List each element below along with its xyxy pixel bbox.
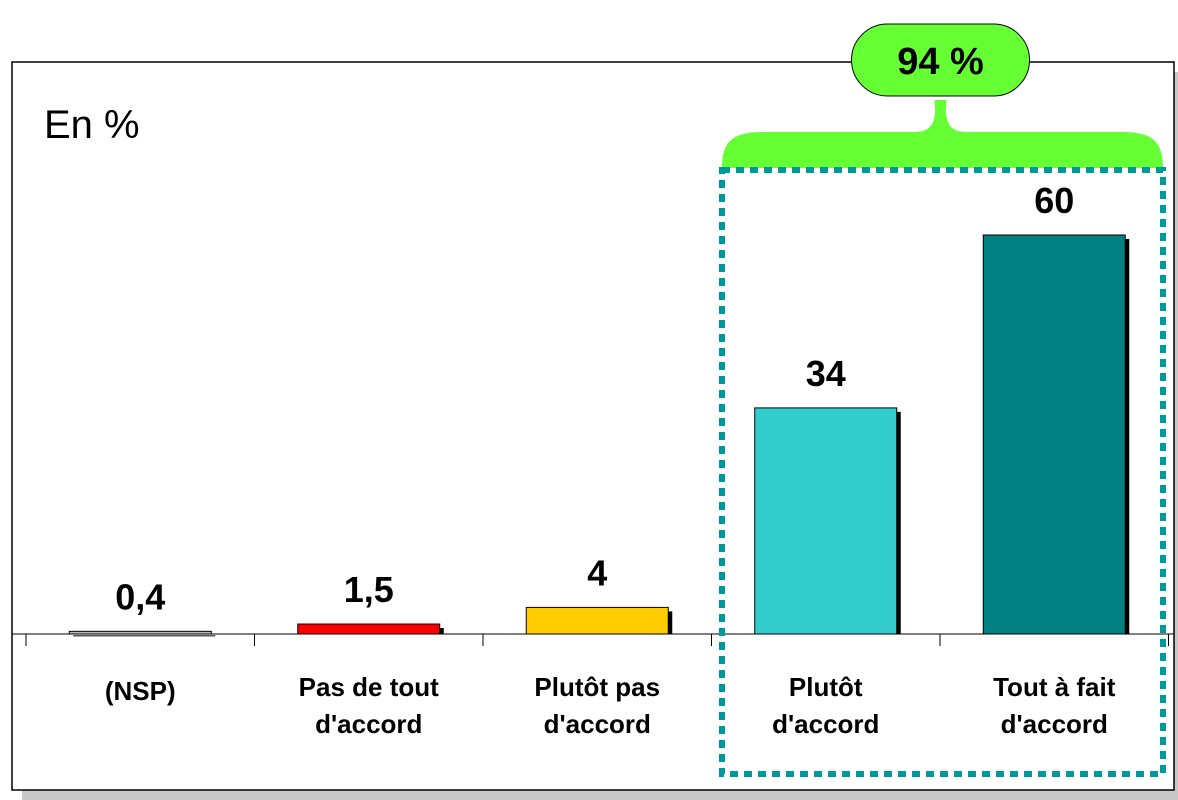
- category-label: (NSP): [105, 676, 176, 706]
- value-labels: 0,4 1,5 4 34 60: [115, 180, 1074, 617]
- category-label: Plutôt d'accord: [772, 672, 879, 739]
- unit-label: En %: [44, 103, 140, 147]
- group-badge: [851, 23, 1030, 97]
- bar: [982, 234, 1126, 635]
- bar-shadow: [73, 635, 216, 637]
- bar: [754, 407, 898, 635]
- bar: [525, 606, 669, 635]
- category-labels: (NSP) Pas de tout d'accord Plutôt pas d'acco…: [105, 672, 1116, 739]
- category-label: Pas de tout d'accord: [299, 672, 439, 739]
- value-label: 34: [806, 353, 846, 394]
- value-label: 60: [1034, 180, 1074, 221]
- bars: [68, 234, 1130, 637]
- group-total-label: 94 %: [897, 41, 984, 83]
- group-bracket: [722, 100, 1163, 168]
- chart-frame: [11, 61, 1175, 791]
- value-label: 4: [587, 552, 607, 593]
- bar: [297, 623, 441, 635]
- category-label: Tout à fait d'accord: [993, 672, 1116, 739]
- value-label: 0,4: [115, 576, 165, 617]
- group-outline: [719, 167, 1166, 777]
- category-label: Plutôt pas d'accord: [534, 672, 660, 739]
- value-label: 1,5: [344, 569, 394, 610]
- bar: [68, 630, 212, 635]
